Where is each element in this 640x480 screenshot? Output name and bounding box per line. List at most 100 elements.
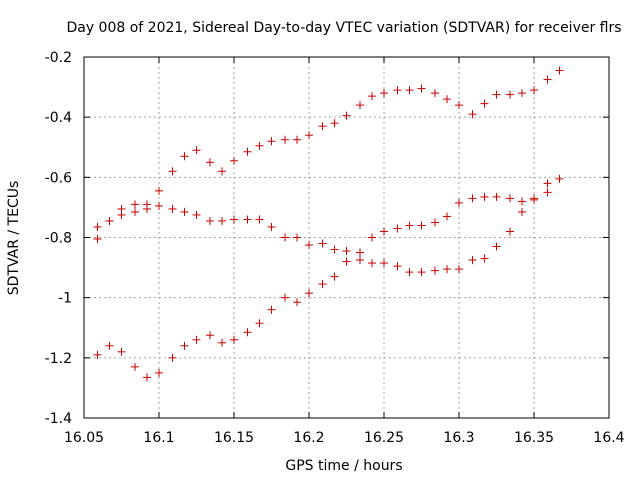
data-point: [405, 221, 414, 230]
data-point: [356, 256, 364, 265]
data-point: [117, 347, 126, 356]
data-point: [230, 335, 238, 344]
series-3: [93, 179, 552, 382]
data-point: [330, 119, 339, 128]
data-point: [356, 248, 364, 257]
data-point: [155, 368, 163, 377]
data-point: [431, 218, 439, 227]
data-point: [443, 95, 451, 104]
data-point: [143, 373, 151, 382]
data-point: [492, 242, 501, 251]
data-point: [180, 341, 189, 350]
data-point: [405, 86, 414, 95]
data-point: [518, 207, 526, 216]
data-point: [468, 256, 477, 265]
data-point: [318, 122, 327, 131]
data-point: [393, 262, 402, 271]
data-point: [143, 204, 151, 213]
x-tick-label: 16.05: [64, 430, 104, 446]
axis-ticks: [83, 56, 610, 419]
x-tick-label: 16.3: [443, 430, 474, 446]
data-point: [530, 86, 538, 95]
data-point: [131, 362, 139, 371]
data-point: [206, 158, 214, 167]
data-point: [543, 75, 552, 84]
data-point: [281, 135, 289, 144]
grid: [84, 57, 609, 418]
x-tick-label: 16.1: [143, 430, 174, 446]
data-point: [555, 66, 564, 75]
data-point: [267, 305, 276, 314]
data-point: [492, 90, 501, 99]
data-point: [230, 215, 238, 224]
data-point: [243, 215, 252, 224]
data-point: [342, 257, 351, 266]
data-point: [555, 174, 564, 183]
data-point: [480, 254, 489, 263]
data-point: [506, 227, 514, 236]
data-point: [168, 353, 177, 362]
data-point: [431, 266, 439, 275]
data-point: [218, 167, 226, 176]
data-point: [342, 247, 351, 256]
x-tick-label: 16.25: [364, 430, 404, 446]
data-point: [218, 338, 226, 347]
data-point: [105, 341, 114, 350]
data-point: [93, 235, 102, 244]
y-axis-label: SDTVAR / TECUs: [6, 181, 22, 296]
data-point: [105, 216, 114, 225]
data-point: [405, 268, 414, 277]
series-2: [105, 174, 564, 257]
x-tick-label: 16.2: [293, 430, 324, 446]
data-point: [168, 204, 177, 213]
data-point: [180, 207, 189, 216]
data-points: [93, 66, 564, 382]
y-tick-label: -1.4: [45, 411, 72, 427]
data-point: [293, 135, 301, 144]
data-point: [330, 245, 339, 254]
data-point: [443, 212, 451, 221]
y-tick-label: -1: [58, 291, 72, 307]
data-point: [206, 216, 214, 225]
data-point: [93, 222, 102, 231]
chart-title: Day 008 of 2021, Sidereal Day-to-day VTE…: [66, 20, 621, 36]
data-point: [480, 192, 489, 201]
data-point: [431, 89, 439, 98]
x-tick-labels: 16.05 16.1 16.15 16.2 16.25 16.3 16.35 16.4: [64, 430, 625, 446]
data-point: [93, 350, 102, 359]
data-point: [305, 289, 313, 298]
data-point: [356, 101, 364, 110]
data-point: [455, 265, 463, 274]
data-point: [342, 111, 351, 120]
data-point: [131, 207, 139, 216]
data-point: [393, 86, 402, 95]
series-1: [93, 66, 564, 244]
data-point: [518, 197, 526, 206]
data-point: [293, 298, 301, 307]
y-tick-label: -0.8: [45, 231, 72, 247]
data-point: [455, 101, 463, 110]
data-point: [243, 328, 252, 337]
data-point: [455, 198, 463, 207]
data-point: [530, 194, 538, 203]
data-point: [230, 156, 238, 165]
data-point: [155, 186, 163, 195]
data-point: [417, 268, 426, 277]
data-point: [255, 141, 264, 150]
data-point: [368, 259, 376, 268]
data-point: [255, 215, 264, 224]
data-point: [267, 137, 276, 146]
data-point: [543, 188, 552, 197]
data-point: [281, 233, 289, 242]
data-point: [281, 293, 289, 302]
data-point: [218, 216, 226, 225]
data-point: [192, 146, 201, 155]
data-point: [293, 233, 301, 242]
data-point: [468, 194, 477, 203]
data-point: [243, 147, 252, 156]
y-tick-labels: -1.4 -1.2 -1 -0.8 -0.6 -0.4 -0.2: [45, 50, 72, 427]
x-tick-label: 16.4: [593, 430, 624, 446]
data-point: [380, 259, 388, 268]
y-tick-label: -0.2: [45, 50, 72, 66]
